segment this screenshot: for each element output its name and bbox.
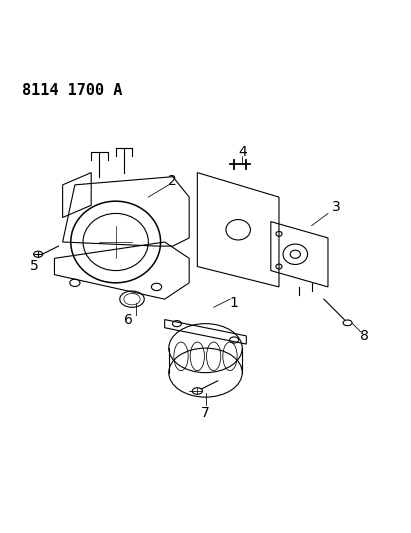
Text: 3: 3 <box>332 200 340 214</box>
Text: 5: 5 <box>30 260 38 273</box>
Text: 2: 2 <box>169 174 177 188</box>
Text: 8114 1700 A: 8114 1700 A <box>22 83 122 98</box>
Text: 1: 1 <box>230 296 238 310</box>
Text: 4: 4 <box>238 145 247 159</box>
Text: 8: 8 <box>360 329 369 343</box>
Text: 6: 6 <box>123 312 132 327</box>
Text: 7: 7 <box>201 407 210 421</box>
